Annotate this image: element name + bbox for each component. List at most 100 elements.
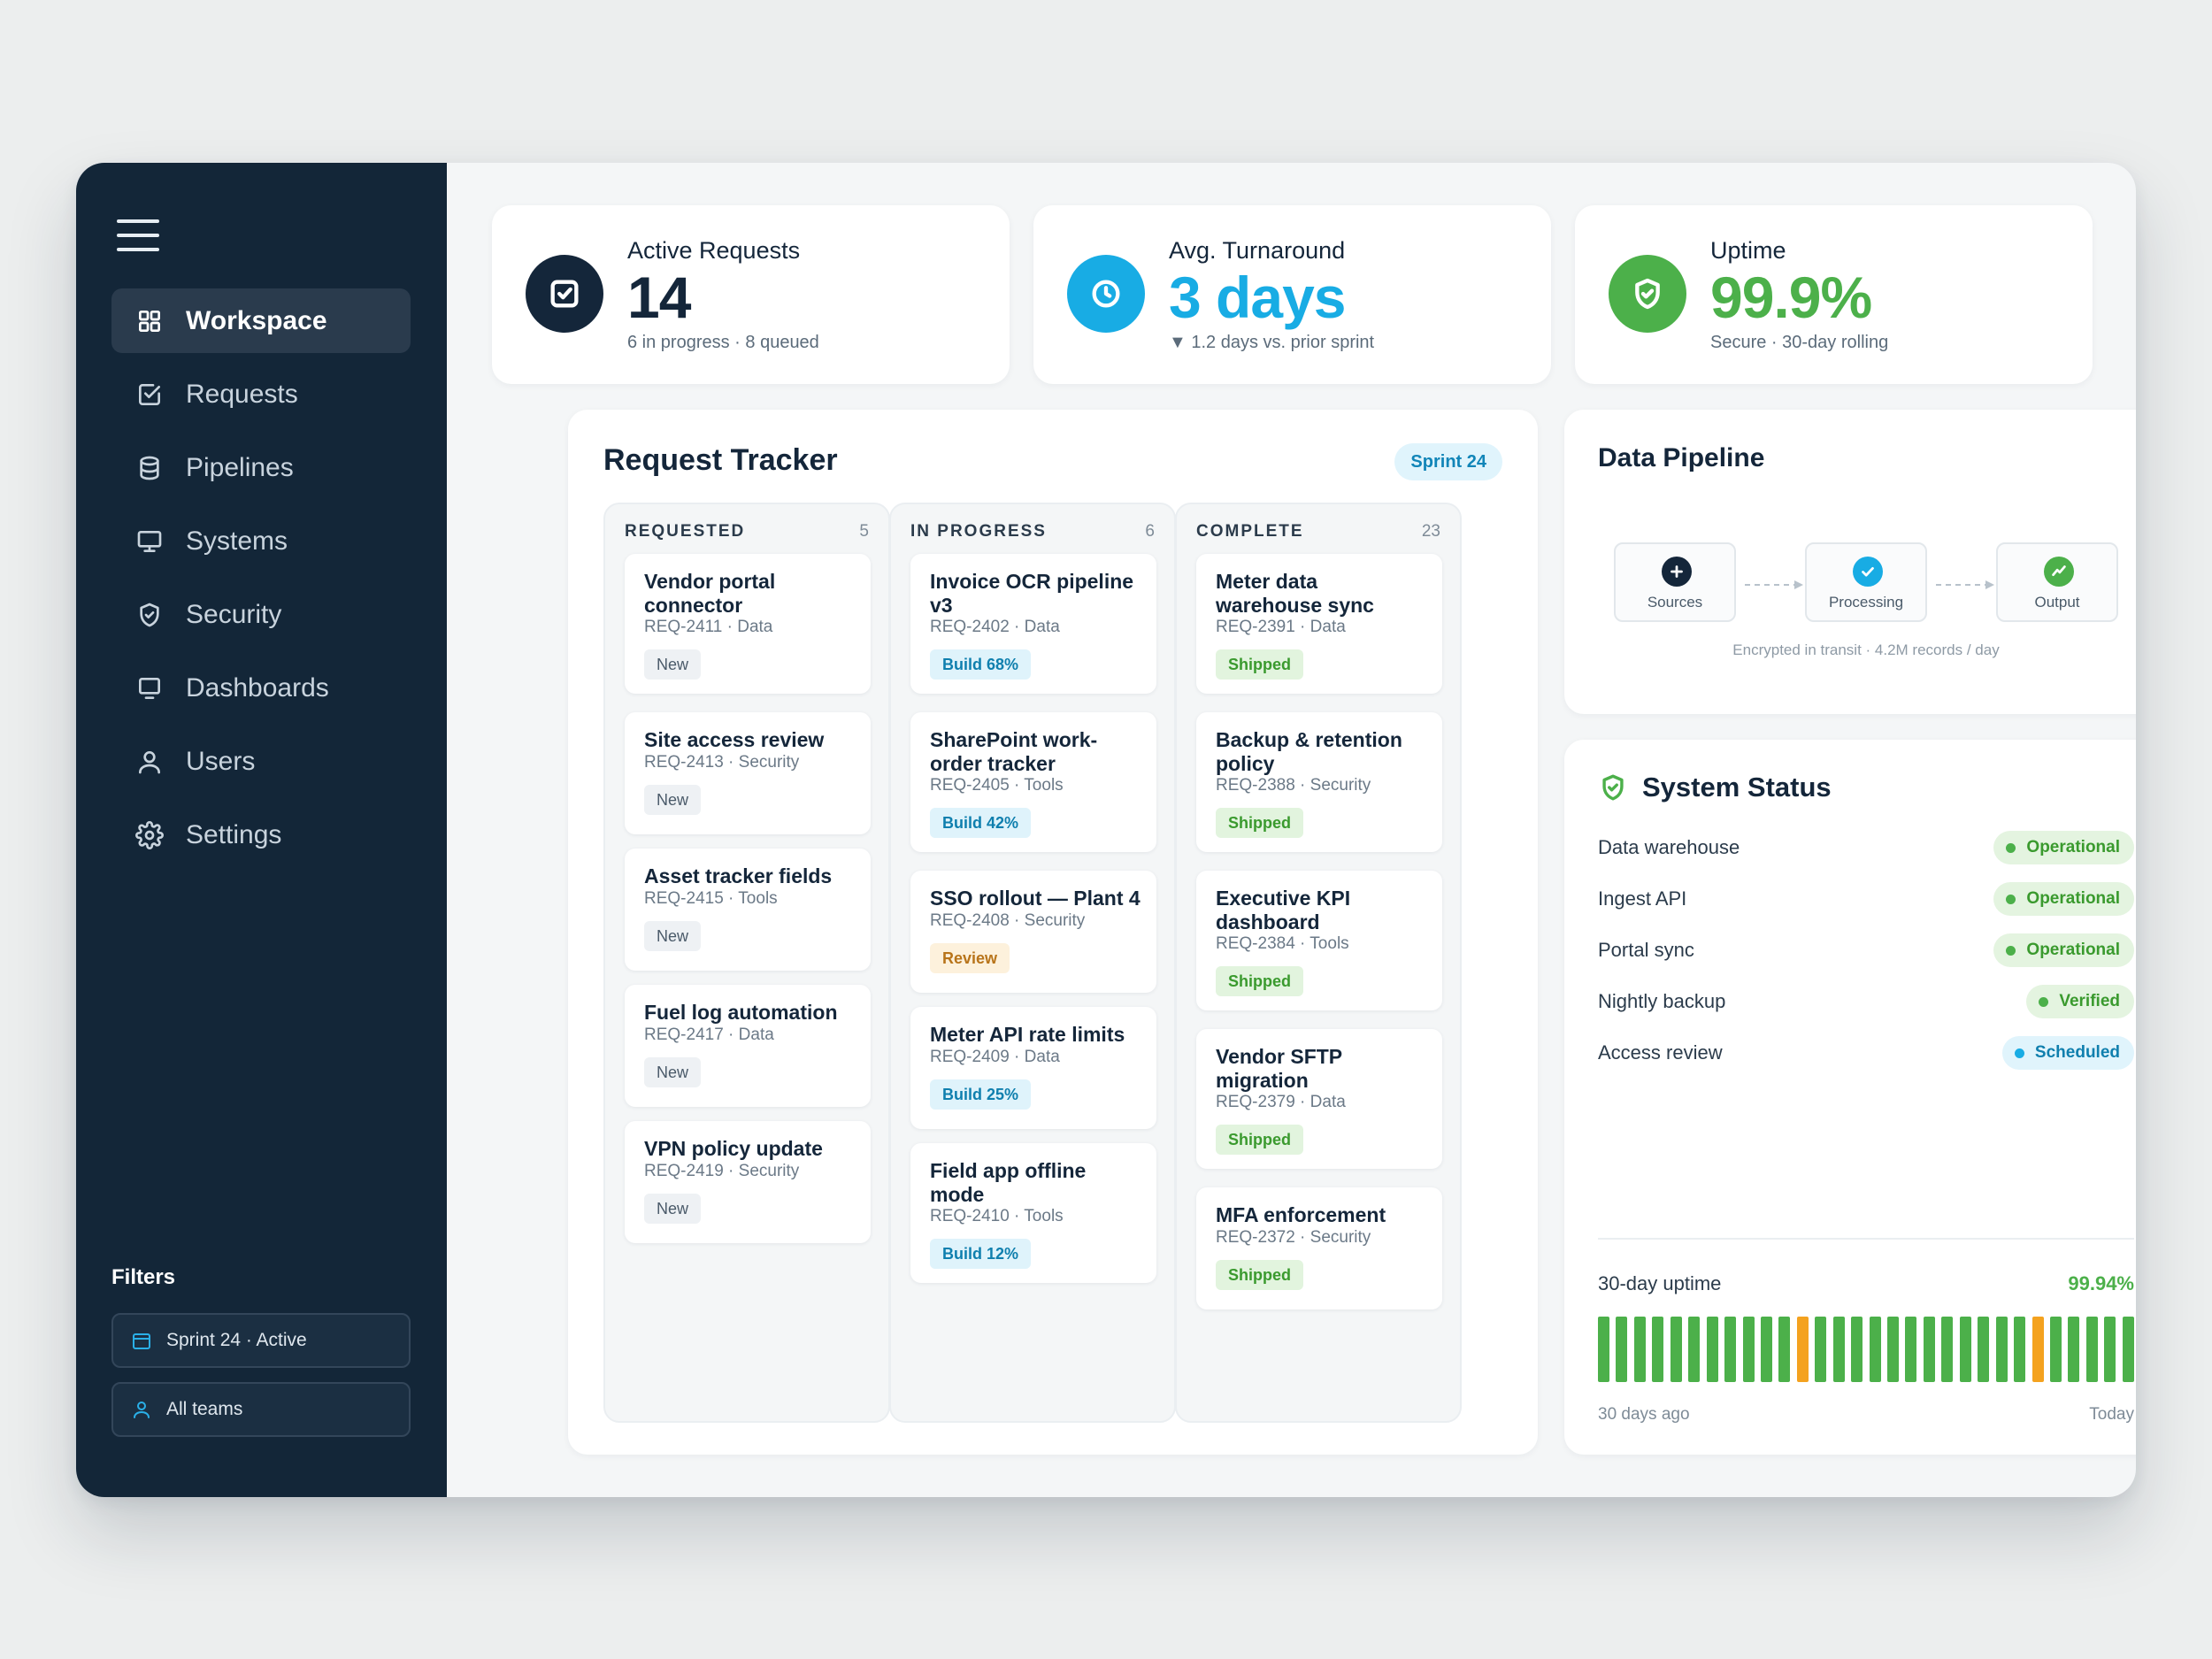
checkbox-icon — [134, 380, 165, 410]
status-text: Operational — [2026, 941, 2120, 959]
pipeline-node-sources[interactable]: Sources — [1614, 542, 1736, 622]
request-card[interactable]: Meter API rate limits REQ-2409 · Data Buil… — [910, 1007, 1156, 1129]
request-title: Meter data warehouse sync — [1216, 570, 1374, 617]
request-meta: REQ-2391 · Data — [1216, 618, 1346, 636]
stat-subtext: ▼ 1.2 days vs. prior sprint — [1169, 333, 1375, 352]
sidebar-item-dashboards[interactable]: Dashboards — [111, 656, 411, 720]
sidebar-item-workspace[interactable]: Workspace — [111, 288, 411, 353]
sidebar-item-systems[interactable]: Systems — [111, 509, 411, 573]
tracker-title: Request Tracker — [603, 443, 838, 477]
plus-icon — [1662, 557, 1692, 587]
uptime-label: 30-day uptime — [1598, 1272, 1722, 1294]
status-tag: Build 12% — [930, 1239, 1032, 1269]
status-tag: Shipped — [1216, 649, 1303, 680]
request-card[interactable]: Meter data warehouse sync REQ-2391 · Data… — [1196, 554, 1442, 694]
column-header: COMPLETE 23 — [1196, 522, 1440, 541]
column-count: 23 — [1421, 522, 1440, 541]
app-window: Workspace Requests Pipelines Systems Securit… — [76, 163, 2136, 1497]
request-meta: REQ-2411 · Data — [644, 618, 773, 636]
system-status: System Status Data warehouse Operational I… — [1564, 740, 2136, 1455]
uptime-bar-day-3 — [1633, 1317, 1646, 1382]
column-header: IN PROGRESS 6 — [910, 522, 1155, 541]
status-dot — [2006, 894, 2016, 904]
column-name: REQUESTED — [625, 522, 746, 541]
sidebar-item-requests[interactable]: Requests — [111, 362, 411, 426]
request-card[interactable]: SharePoint work-order tracker REQ-2405 · … — [910, 712, 1156, 852]
status-tag: New — [644, 649, 702, 680]
request-meta: REQ-2402 · Data — [930, 618, 1060, 636]
stat-label: Active Requests — [627, 237, 801, 264]
uptime-bar-day-29 — [2104, 1317, 2116, 1382]
request-title: Backup & retention policy — [1216, 728, 1402, 775]
filter-sprint-label: Sprint 24 · Active — [166, 1330, 307, 1350]
uptime-bar-day-2 — [1616, 1317, 1628, 1382]
uptime-bar-day-30 — [2122, 1317, 2134, 1382]
request-card[interactable]: Site access review REQ-2413 · Security New — [625, 712, 871, 834]
status-dot — [2006, 945, 2016, 956]
clock-icon — [1067, 255, 1145, 333]
status-dot — [2014, 1048, 2024, 1058]
request-card[interactable]: Invoice OCR pipeline v3 REQ-2402 · Data Bu… — [910, 554, 1156, 694]
filter-teams[interactable]: All teams — [111, 1382, 411, 1437]
request-tracker: Request Tracker Sprint 24 REQUESTED 5 Vend… — [568, 410, 1538, 1455]
database-icon — [134, 453, 165, 483]
filter-sprint[interactable]: Sprint 24 · Active — [111, 1313, 411, 1368]
status-pill: Scheduled — [2001, 1036, 2134, 1070]
request-card[interactable]: Fuel log automation REQ-2417 · Data New — [625, 985, 871, 1107]
checkbox-icon — [526, 255, 603, 333]
request-card[interactable]: Vendor portal connector REQ-2411 · Data Ne… — [625, 554, 871, 694]
request-meta: REQ-2408 · Security — [930, 911, 1086, 930]
request-meta: REQ-2379 · Data — [1216, 1093, 1346, 1111]
status-tag: Build 68% — [930, 649, 1032, 680]
request-meta: REQ-2410 · Tools — [930, 1207, 1064, 1225]
uptime-bar-day-14 — [1832, 1317, 1845, 1382]
uptime-bar-day-10 — [1760, 1317, 1772, 1382]
column-name: COMPLETE — [1196, 522, 1304, 541]
uptime-bar-day-18 — [1905, 1317, 1917, 1382]
request-card[interactable]: Backup & retention policy REQ-2388 · Secu… — [1196, 712, 1442, 852]
tracker-column-requested: REQUESTED 5 Vendor portal connector REQ-241… — [603, 503, 890, 1423]
request-card[interactable]: SSO rollout — Plant 4 REQ-2408 · Security… — [910, 871, 1156, 993]
sidebar-item-users[interactable]: Users — [111, 729, 411, 794]
shield-icon — [1609, 255, 1686, 333]
sprint-badge[interactable]: Sprint 24 — [1394, 443, 1502, 480]
status-pill: Verified — [2026, 985, 2134, 1018]
pipeline-note: Encrypted in transit · 4.2M records / da… — [1732, 641, 2000, 658]
uptime-bar-day-15 — [1851, 1317, 1863, 1382]
column-name: IN PROGRESS — [910, 522, 1047, 541]
menu-icon[interactable] — [117, 219, 161, 251]
request-meta: REQ-2417 · Data — [644, 1025, 774, 1044]
request-card[interactable]: Field app offline mode REQ-2410 · Tools Bu… — [910, 1143, 1156, 1283]
request-meta: REQ-2384 · Tools — [1216, 934, 1349, 953]
pipeline-node-processing[interactable]: Processing — [1805, 542, 1927, 622]
uptime-bar-day-28 — [2085, 1317, 2098, 1382]
uptime-bar-day-9 — [1742, 1317, 1755, 1382]
request-title: SSO rollout — Plant 4 — [930, 887, 1141, 910]
system-name: Ingest API — [1598, 887, 1687, 910]
request-meta: REQ-2388 · Security — [1216, 776, 1371, 795]
system-name: Access review — [1598, 1041, 1723, 1064]
request-card[interactable]: Vendor SFTP migration REQ-2379 · Data Ship… — [1196, 1029, 1442, 1169]
uptime-value: 99.94% — [2068, 1272, 2134, 1294]
uptime-bar-day-8 — [1724, 1317, 1737, 1382]
status-dot — [2039, 996, 2049, 1007]
sidebar-item-settings[interactable]: Settings — [111, 803, 411, 867]
check-icon — [1853, 557, 1883, 587]
status-tag: New — [644, 1057, 702, 1087]
sidebar-item-pipelines[interactable]: Pipelines — [111, 435, 411, 500]
request-meta: REQ-2415 · Tools — [644, 889, 778, 908]
request-card[interactable]: MFA enforcement REQ-2372 · Security Shippe… — [1196, 1187, 1442, 1310]
request-card[interactable]: Executive KPI dashboard REQ-2384 · Tools S… — [1196, 871, 1442, 1010]
request-title: Executive KPI dashboard — [1216, 887, 1351, 933]
pipeline-node-output[interactable]: Output — [1996, 542, 2118, 622]
request-card[interactable]: VPN policy update REQ-2419 · Security New — [625, 1121, 871, 1243]
range-end-label: Today — [2089, 1405, 2134, 1424]
request-card[interactable]: Asset tracker fields REQ-2415 · Tools New — [625, 849, 871, 971]
request-meta: REQ-2419 · Security — [644, 1162, 800, 1180]
status-pill: Operational — [1993, 882, 2134, 916]
uptime-bar-day-23 — [1995, 1317, 2008, 1382]
request-meta: REQ-2405 · Tools — [930, 776, 1064, 795]
uptime-bar-day-26 — [2049, 1317, 2062, 1382]
sidebar-item-security[interactable]: Security — [111, 582, 411, 647]
range-start-label: 30 days ago — [1598, 1405, 1690, 1424]
